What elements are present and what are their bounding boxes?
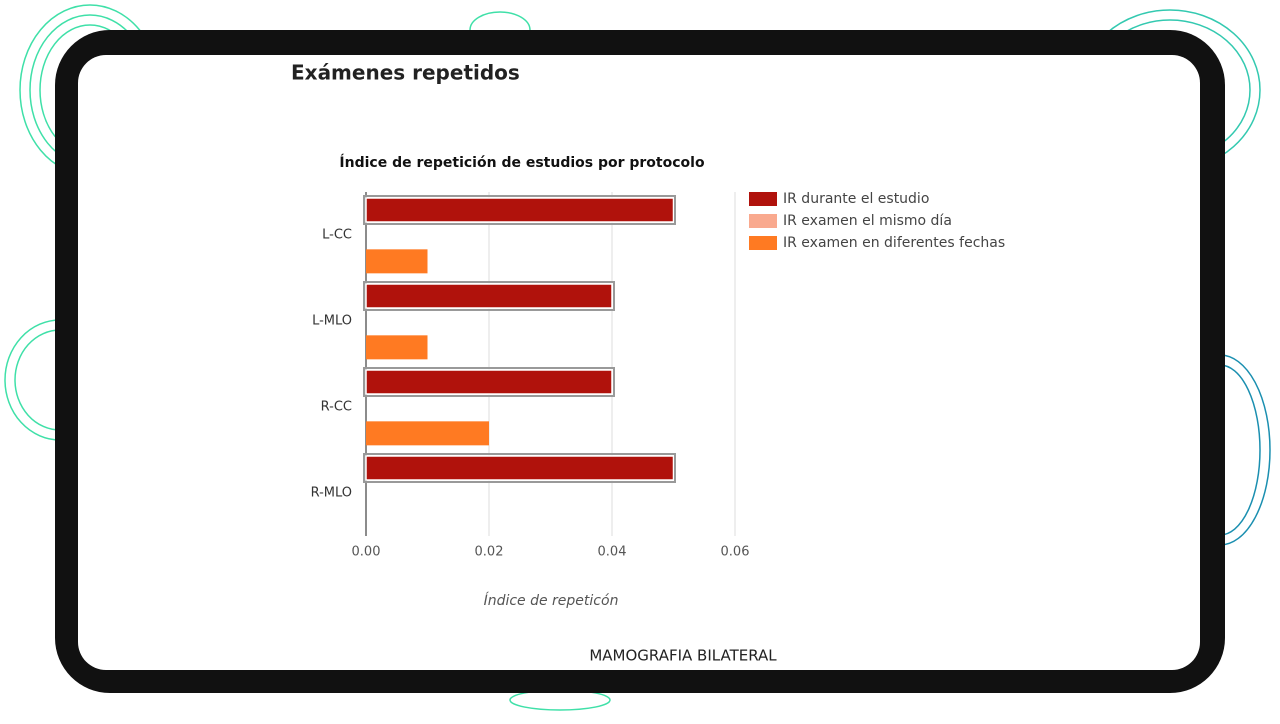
- bar: [366, 249, 428, 274]
- bar: [366, 335, 428, 360]
- y-tick-label: R-MLO: [311, 486, 352, 501]
- legend-label: IR examen en diferentes fechas: [783, 235, 1005, 251]
- chart-title: Índice de repetición de estudios por pro…: [339, 154, 705, 171]
- x-tick-label: 0.06: [721, 545, 750, 560]
- x-tick-label: 0.00: [352, 545, 381, 560]
- x-axis-label: Índice de repeticón: [484, 592, 619, 609]
- y-tick-label: L-CC: [322, 228, 352, 243]
- bar: [365, 197, 675, 223]
- bar: [365, 369, 613, 395]
- legend-swatch: [749, 192, 777, 206]
- bar: [365, 455, 675, 481]
- x-tick-label: 0.02: [475, 545, 504, 560]
- bar: [365, 283, 613, 309]
- bar: [366, 421, 489, 446]
- tablet-screen: [78, 55, 1200, 670]
- legend-swatch: [749, 236, 777, 250]
- legend-label: IR examen el mismo día: [783, 213, 952, 229]
- page-title: Exámenes repetidos: [291, 61, 520, 85]
- legend-swatch: [749, 214, 777, 228]
- y-tick-label: R-CC: [321, 400, 352, 415]
- x-tick-label: 0.04: [598, 545, 627, 560]
- y-tick-label: L-MLO: [312, 314, 352, 329]
- legend-label: IR durante el estudio: [783, 191, 929, 207]
- footer: MAMOGRAFIA BILATERAL: [589, 647, 777, 665]
- plot: 0.00 0.02 0.04 0.06 L-CC L-MLO R-CC R-MLO IR dur…: [311, 191, 1006, 560]
